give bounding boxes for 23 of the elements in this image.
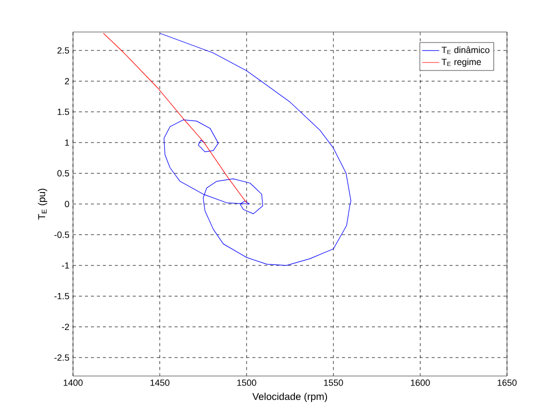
y-axis-title: T$_{E}$ (pu) (38, 188, 48, 220)
x-tick-label: 1550 (324, 380, 344, 386)
y-tick-label: 2 (64, 78, 70, 84)
x-tick-label: 1450 (150, 380, 170, 386)
y-tick-label: -2 (62, 324, 70, 330)
y-tick-label: 1 (65, 139, 70, 146)
y-tick-label: 0.5 (57, 170, 70, 176)
y-tick-label: -1.5 (54, 293, 70, 300)
y-tick-label: 0 (64, 200, 70, 208)
line-series (103, 32, 247, 204)
x-axis-title: Velocidade (rpm) (252, 392, 328, 402)
x-tick-label: 1400 (64, 380, 83, 386)
line-series (160, 32, 352, 266)
y-tick-label: 1.5 (58, 108, 70, 115)
legend-label: T$_{E}$ regime (442, 58, 481, 67)
x-tick-label: 1500 (237, 380, 256, 386)
x-tick-label: 1650 (498, 380, 517, 386)
y-tick-label: 2.5 (57, 47, 70, 54)
legend-label: T$_{E}$ dinâmico (442, 46, 490, 54)
y-tick-label: -0.5 (54, 232, 70, 238)
y-tick-label: -2.5 (54, 354, 70, 361)
x-tick-label: 1600 (410, 380, 430, 386)
y-tick-label: -1 (62, 262, 70, 269)
